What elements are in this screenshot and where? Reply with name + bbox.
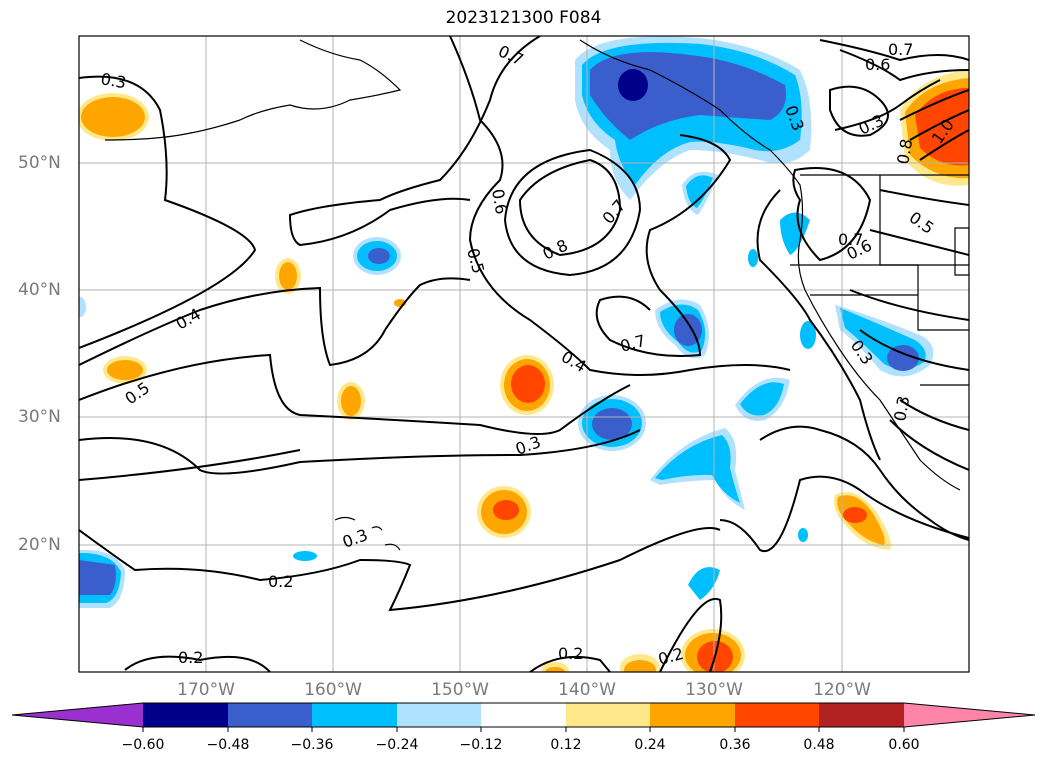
colorbar-segment: [650, 703, 735, 727]
colorbar-tick-label: −0.24: [375, 737, 419, 753]
colorbar: [11, 702, 1036, 732]
colorbar-segment: [312, 703, 397, 727]
coastlines: [104, 39, 969, 551]
lon-label: 160°W: [304, 680, 362, 700]
colorbar-tick-label: 0.48: [803, 737, 835, 753]
lat-label: 40°N: [18, 280, 61, 300]
colorbar-tick-label: 0.60: [888, 737, 920, 753]
colorbar-segment: [143, 703, 228, 727]
lat-label: 20°N: [18, 535, 61, 555]
map-plot-area: [79, 36, 969, 672]
map-frame: [78, 35, 970, 673]
map-title: 2023121300 F084: [445, 8, 602, 28]
lon-label: 140°W: [558, 680, 616, 700]
colorbar-segment: [397, 703, 481, 727]
colorbar-under-triangle: [12, 703, 143, 727]
lat-label: 50°N: [18, 153, 61, 173]
colorbar-over-triangle: [904, 703, 1035, 727]
contour-label: 0.3: [890, 394, 913, 422]
contour-label: 0.3: [99, 69, 127, 92]
contour-lines: [79, 36, 969, 672]
contour-label: 0.2: [268, 572, 293, 591]
contour-label: 0.2: [558, 644, 583, 663]
lat-label: 30°N: [18, 407, 61, 427]
colorbar-tick-label: −0.12: [459, 737, 503, 753]
contour-label: 0.7: [838, 230, 863, 249]
contour-label: 0.2: [178, 648, 203, 667]
lon-label: 130°W: [685, 680, 743, 700]
lon-label: 150°W: [431, 680, 489, 700]
contour-label: 0.6: [865, 55, 890, 74]
colorbar-tick-label: −0.36: [290, 737, 334, 753]
graticule: [79, 36, 969, 672]
colorbar-segment: [228, 703, 312, 727]
colorbar-segment: [566, 703, 650, 727]
colorbar-segment: [735, 703, 819, 727]
colorbar-tick-label: −0.48: [206, 737, 250, 753]
colorbar-tick-label: 0.36: [719, 737, 751, 753]
colorbar-segment: [819, 703, 904, 727]
colorbar-tick-label: 0.24: [634, 737, 666, 753]
lon-label: 120°W: [813, 680, 871, 700]
contour-label: 0.6: [488, 187, 511, 215]
contour-label: 0.8: [893, 137, 916, 165]
colorbar-segment: [481, 703, 566, 727]
contour-label: 0.7: [888, 40, 913, 59]
colorbar-tick-label: −0.60: [121, 737, 165, 753]
colorbar-tick-label: 0.12: [550, 737, 582, 753]
lon-label: 170°W: [177, 680, 235, 700]
